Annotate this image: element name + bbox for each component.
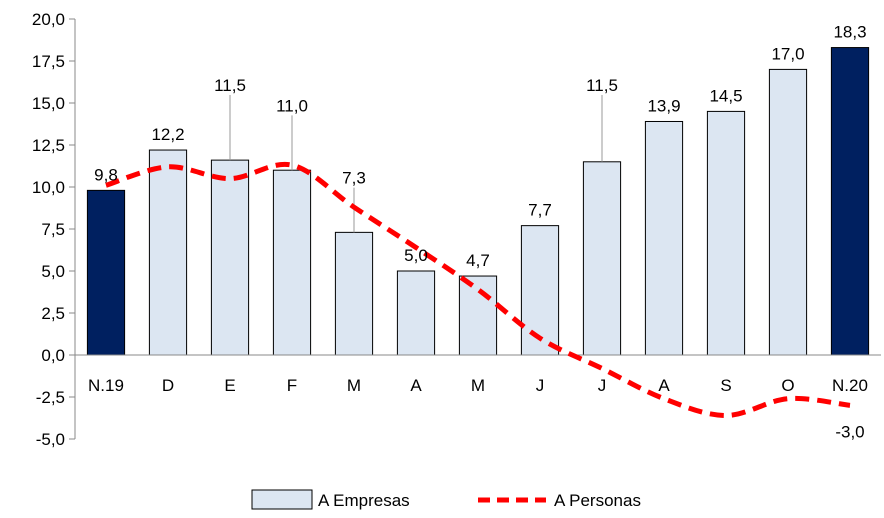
bar-data-label: 9,8 <box>94 165 118 184</box>
legend: A Empresas A Personas <box>251 489 641 510</box>
bar <box>706 110 746 356</box>
bar <box>582 161 622 356</box>
bar-data-label: 18,3 <box>833 23 866 42</box>
bar-data-label: 7,7 <box>528 201 552 220</box>
x-tick-label: F <box>287 376 297 395</box>
x-tick-label: E <box>224 376 235 395</box>
y-tick-label: 5,0 <box>41 262 65 281</box>
y-tick-label: 20,0 <box>32 10 65 29</box>
y-tick-label: 10,0 <box>32 178 65 197</box>
bar <box>148 149 188 356</box>
bar <box>210 159 250 356</box>
y-tick-label: 17,5 <box>32 52 65 71</box>
x-tick-label: M <box>471 376 485 395</box>
bar <box>768 68 808 356</box>
legend-label-personas: A Personas <box>554 491 641 510</box>
bar-data-label: 7,3 <box>342 169 366 188</box>
y-tick-label: -2,5 <box>36 388 65 407</box>
x-tick-label: J <box>536 376 545 395</box>
bar <box>86 189 126 356</box>
x-axis: N.19 D E F M A M J J A S O N.20 <box>75 354 881 395</box>
bar <box>334 231 374 356</box>
x-tick-label: M <box>347 376 361 395</box>
line-data-label: -3,0 <box>835 422 864 441</box>
bar <box>644 120 684 356</box>
x-tick-label: S <box>720 376 731 395</box>
bar-data-label: 12,2 <box>151 125 184 144</box>
bar <box>520 225 560 356</box>
y-tick-label: 7,5 <box>41 220 65 239</box>
y-tick-label: 15,0 <box>32 94 65 113</box>
bar-data-label: 11,5 <box>586 76 618 95</box>
x-tick-label: A <box>658 376 670 395</box>
bar <box>458 275 498 356</box>
bar-data-label: 14,5 <box>709 86 742 105</box>
bar-data-label: 13,9 <box>647 96 680 115</box>
x-tick-label: O <box>781 376 794 395</box>
y-tick-label: 12,5 <box>32 136 65 155</box>
x-tick-label: D <box>162 376 174 395</box>
y-tick-label: 0,0 <box>41 346 65 365</box>
y-tick-label: 2,5 <box>41 304 65 323</box>
bar-data-label: 4,7 <box>466 251 490 270</box>
legend-label-empresas: A Empresas <box>318 491 410 510</box>
bar <box>830 47 870 356</box>
bar-data-label: 17,0 <box>771 44 804 63</box>
bar-series <box>86 47 870 356</box>
bar-data-label: 5,0 <box>404 246 428 265</box>
x-tick-label: N.19 <box>88 376 124 395</box>
bar-data-label: 11,0 <box>276 96 308 115</box>
x-tick-label: A <box>410 376 422 395</box>
bar <box>396 270 436 356</box>
x-tick-label: J <box>598 376 607 395</box>
y-axis: -5,0 -2,5 0,0 2,5 5,0 7,5 10,0 12,5 15,0 17,5 20,0 <box>32 10 76 449</box>
x-tick-label: N.20 <box>832 376 868 395</box>
legend-swatch-empresas <box>251 489 313 510</box>
bar <box>272 169 312 356</box>
bar-data-label: 11,5 <box>214 76 246 95</box>
data-labels: 9,8 12,2 11,5 11,0 7,3 5,0 4,7 7,7 11,5 13,9 14,5 1… <box>94 23 866 442</box>
y-tick-label: -5,0 <box>36 430 65 449</box>
